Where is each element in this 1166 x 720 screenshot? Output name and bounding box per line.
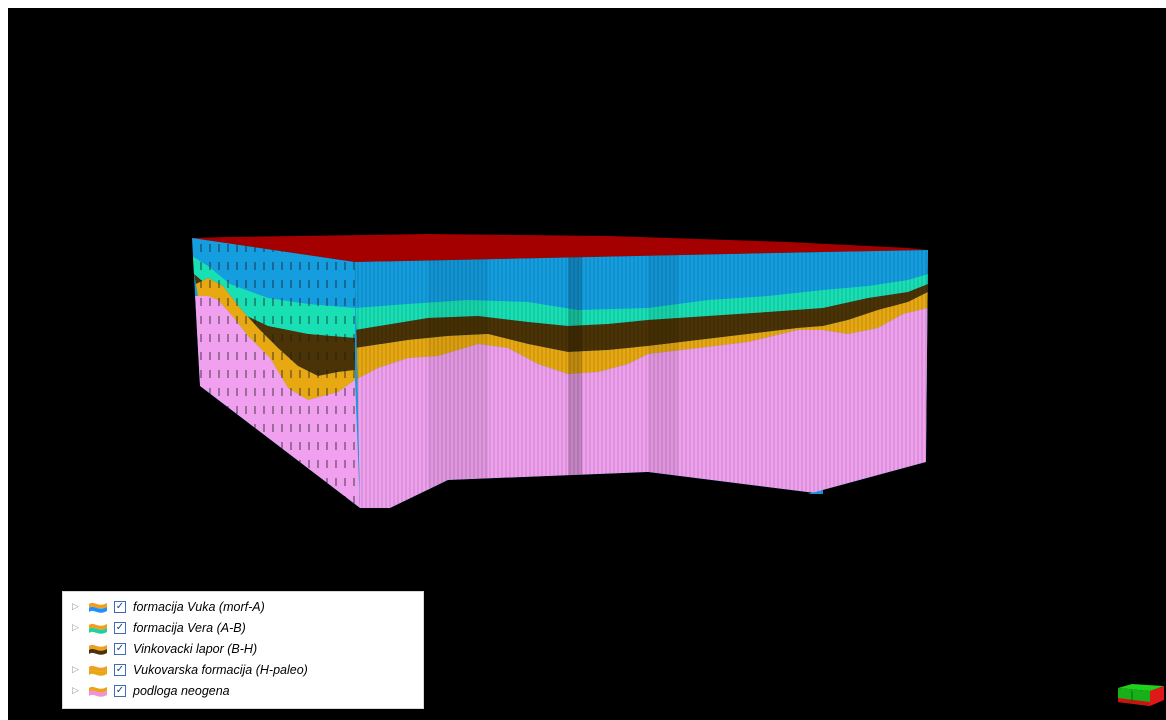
layer-swatch-icon bbox=[89, 686, 107, 697]
layer-swatch-icon bbox=[89, 602, 107, 613]
top-surface bbox=[192, 234, 928, 262]
navigation-cube-icon[interactable] bbox=[1118, 682, 1164, 712]
layer-label: formacija Vuka (morf-A) bbox=[133, 600, 265, 614]
legend-item[interactable]: ▷ ✓ Vukovarska formacija (H-paleo) bbox=[63, 660, 423, 680]
expand-arrow-icon[interactable]: ▷ bbox=[72, 601, 79, 612]
right-face bbox=[808, 250, 928, 494]
expand-arrow-icon[interactable]: ▷ bbox=[72, 664, 79, 675]
layer-swatch-icon bbox=[89, 665, 107, 676]
3d-viewport[interactable]: ▷ ✓ formacija Vuka (morf-A) ▷ ✓ formacij… bbox=[8, 8, 1166, 720]
layer-swatch-icon bbox=[89, 623, 107, 634]
left-face bbox=[192, 238, 360, 508]
geological-block-model[interactable] bbox=[8, 8, 1166, 720]
layer-legend: ▷ ✓ formacija Vuka (morf-A) ▷ ✓ formacij… bbox=[62, 591, 424, 709]
layer-visibility-checkbox[interactable]: ✓ bbox=[114, 601, 126, 613]
layer-swatch-icon bbox=[89, 644, 107, 655]
front-face bbox=[355, 252, 823, 508]
layer-label: Vinkovacki lapor (B-H) bbox=[133, 642, 258, 656]
expand-arrow-icon[interactable]: ▷ bbox=[72, 622, 79, 633]
layer-visibility-checkbox[interactable]: ✓ bbox=[114, 685, 126, 697]
layer-visibility-checkbox[interactable]: ✓ bbox=[114, 622, 126, 634]
layer-label: podloga neogena bbox=[133, 684, 230, 698]
layer-visibility-checkbox[interactable]: ✓ bbox=[114, 664, 126, 676]
legend-item[interactable]: ▷ ✓ podloga neogena bbox=[63, 681, 423, 701]
layer-label: formacija Vera (A-B) bbox=[133, 621, 246, 635]
legend-item[interactable]: ▷ ✓ formacija Vuka (morf-A) bbox=[63, 597, 423, 617]
legend-item[interactable]: ✓ Vinkovacki lapor (B-H) bbox=[63, 639, 423, 659]
layer-label: Vukovarska formacija (H-paleo) bbox=[133, 663, 308, 677]
legend-item[interactable]: ▷ ✓ formacija Vera (A-B) bbox=[63, 618, 423, 638]
layer-visibility-checkbox[interactable]: ✓ bbox=[114, 643, 126, 655]
expand-arrow-icon[interactable]: ▷ bbox=[72, 685, 79, 696]
